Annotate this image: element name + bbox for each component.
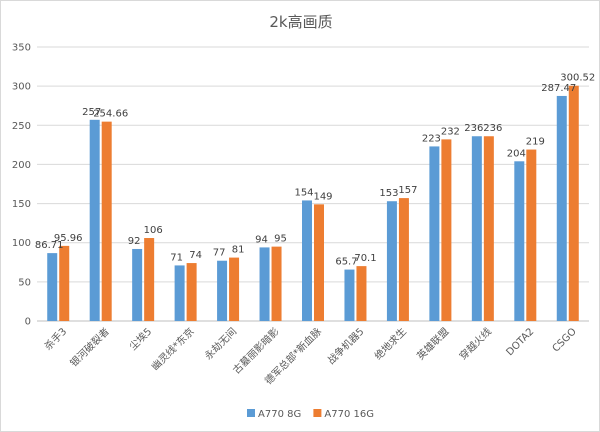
data-label: 94 xyxy=(255,234,268,245)
legend-swatch xyxy=(247,409,255,417)
x-tick-label: 永劫无间 xyxy=(202,325,239,362)
x-tick-label: CSGO xyxy=(551,326,579,354)
data-label: 300.52 xyxy=(560,73,595,84)
x-tick-label: 尘埃5 xyxy=(126,325,154,353)
data-label: 74 xyxy=(189,250,202,261)
y-tick-label: 50 xyxy=(18,277,31,288)
data-label: 219 xyxy=(526,137,545,148)
data-label: 77 xyxy=(213,248,226,259)
y-tick-label: 150 xyxy=(12,199,31,210)
bar xyxy=(59,245,70,321)
bar xyxy=(441,139,452,321)
data-label: 95.96 xyxy=(54,233,83,244)
data-label: 204 xyxy=(507,148,526,159)
bar xyxy=(314,204,324,321)
bar xyxy=(89,119,100,321)
data-label: 106 xyxy=(144,225,163,236)
data-label: 287.47 xyxy=(541,83,576,94)
bar xyxy=(259,247,270,321)
legend-label: A770 16G xyxy=(324,409,374,420)
bar xyxy=(101,121,112,321)
data-label: 153 xyxy=(379,188,398,199)
data-label: 232 xyxy=(441,126,460,137)
data-label: 65.7 xyxy=(335,257,357,268)
legend-item[interactable]: A770 16G xyxy=(313,409,374,420)
bar xyxy=(302,200,312,321)
data-label: 86.71 xyxy=(35,240,64,251)
y-tick-label: 200 xyxy=(12,160,31,171)
data-label: 157 xyxy=(398,185,417,196)
data-label: 236 xyxy=(464,123,483,134)
bar xyxy=(568,85,579,321)
data-label: 254.66 xyxy=(93,109,128,120)
bar xyxy=(526,149,537,321)
data-label: 154 xyxy=(294,187,313,198)
bar xyxy=(514,161,525,321)
bar xyxy=(132,248,143,321)
data-label: 71 xyxy=(170,252,183,263)
x-tick-label: 战争机器5 xyxy=(325,325,367,367)
data-label: 257 xyxy=(82,107,101,118)
legend[interactable]: A770 8G A770 16G xyxy=(247,409,374,420)
legend-label: A770 8G xyxy=(258,409,301,420)
y-tick-label: 0 xyxy=(25,317,31,328)
bar xyxy=(344,269,355,321)
bar xyxy=(174,265,185,321)
bars xyxy=(47,85,579,321)
x-tick-label: 英雄联盟 xyxy=(414,325,451,362)
bar xyxy=(556,95,567,321)
y-tick-label: 250 xyxy=(12,121,31,132)
bar xyxy=(429,146,440,321)
x-tick-label: 幽灵线*东京 xyxy=(149,325,197,373)
x-tick-label: 银河破裂者 xyxy=(67,325,112,370)
x-tick-label: DOTA2 xyxy=(504,326,536,358)
x-tick-label: 杀手3 xyxy=(41,325,69,353)
x-tick-label: 穿越火线 xyxy=(456,325,493,362)
legend-swatch xyxy=(313,409,322,417)
y-tick-label: 350 xyxy=(12,43,31,54)
data-label: 95 xyxy=(274,234,287,245)
x-tick-label: 绝地求生 xyxy=(372,325,409,362)
y-axis: 0 50 100 150 200 250 300 350 xyxy=(12,43,31,328)
bar xyxy=(386,201,397,321)
bar xyxy=(144,238,155,321)
y-tick-label: 300 xyxy=(12,82,31,93)
bar xyxy=(398,198,409,321)
bar xyxy=(271,246,282,321)
gridlines xyxy=(37,46,589,322)
y-tick-label: 100 xyxy=(12,238,31,249)
bar xyxy=(356,266,367,321)
data-label: 236 xyxy=(483,123,502,134)
data-label: 70.1 xyxy=(354,253,376,264)
bar xyxy=(217,260,228,321)
bar xyxy=(186,263,197,321)
bar xyxy=(47,253,58,321)
data-label: 149 xyxy=(313,191,332,202)
bar xyxy=(471,136,482,321)
data-label: 92 xyxy=(128,236,141,247)
chart-title: 2k高画质 xyxy=(269,13,332,31)
legend-item[interactable]: A770 8G xyxy=(247,409,301,420)
bar xyxy=(229,257,240,321)
bar xyxy=(483,136,494,321)
data-label: 81 xyxy=(232,245,245,256)
data-label: 223 xyxy=(422,133,441,144)
